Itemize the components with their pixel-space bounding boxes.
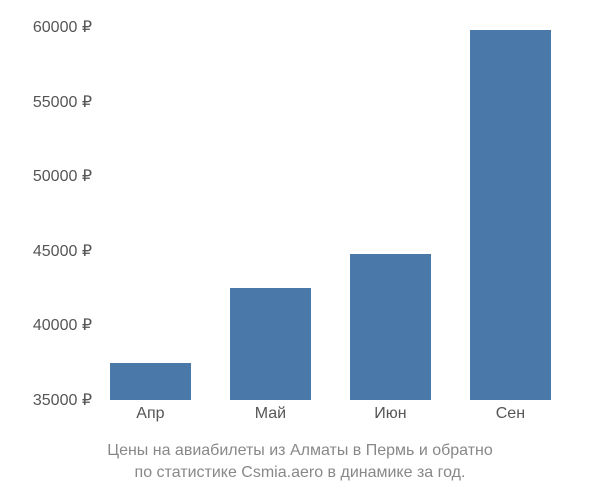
x-tick-label: Май xyxy=(255,405,286,423)
x-axis: Апр Май Июн Сен xyxy=(100,405,580,430)
y-tick-label: 50000 ₽ xyxy=(33,166,92,186)
y-axis: 35000 ₽40000 ₽45000 ₽50000 ₽55000 ₽60000… xyxy=(0,20,100,400)
x-tick-label: Апр xyxy=(136,405,164,423)
bar xyxy=(350,254,432,400)
bars-group xyxy=(100,20,580,400)
plot-area xyxy=(100,20,580,400)
bar xyxy=(230,288,312,400)
y-tick-label: 60000 ₽ xyxy=(33,17,92,37)
chart-caption: Цены на авиабилеты из Алматы в Пермь и о… xyxy=(0,440,600,483)
chart-container: 35000 ₽ 40000 ₽ 45000 ₽ 50000 ₽ 55000 ₽ 60000… xyxy=(0,0,600,500)
x-tick-label: Июн xyxy=(374,405,406,423)
bar xyxy=(470,30,552,400)
y-tick-label: 45000 ₽ xyxy=(33,241,92,261)
y-tick-label: 40000 ₽ xyxy=(33,315,92,335)
bar xyxy=(110,363,192,400)
caption-line-2: по статистике Csmia.aero в динамике за г… xyxy=(0,462,600,484)
x-tick-label: Сен xyxy=(496,405,525,423)
caption-line-1: Цены на авиабилеты из Алматы в Пермь и о… xyxy=(0,440,600,462)
y-tick-label: 35000 ₽ xyxy=(33,390,92,410)
y-tick-label: 55000 ₽ xyxy=(33,92,92,112)
